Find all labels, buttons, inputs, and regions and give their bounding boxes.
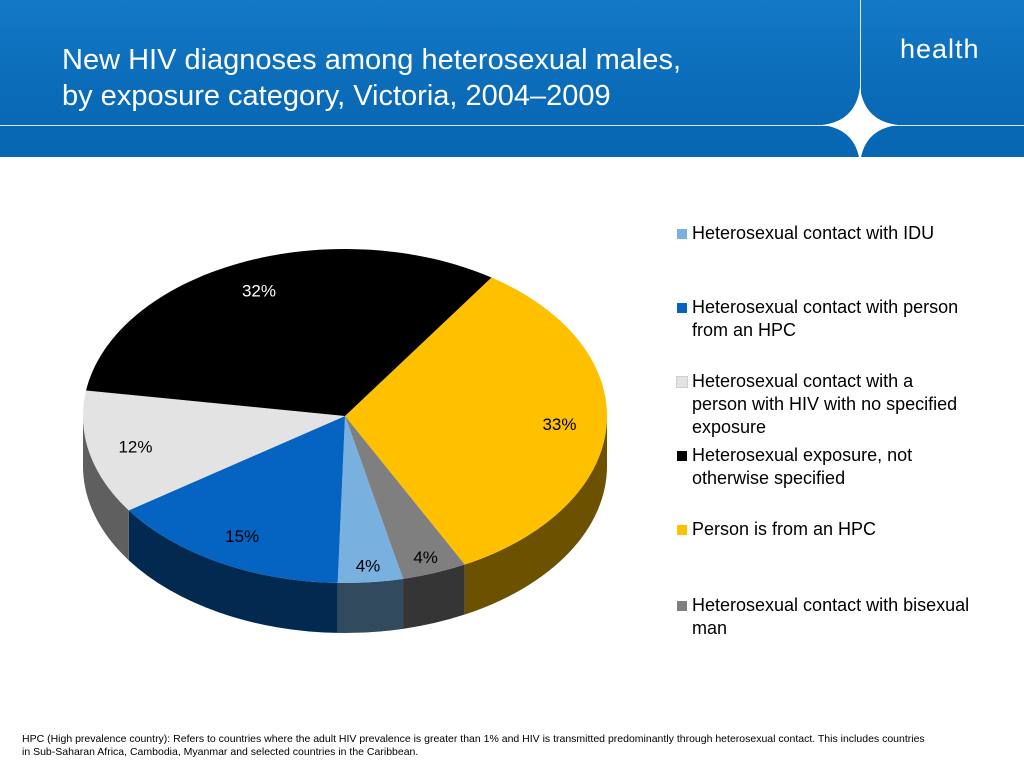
- header-divider-vertical: [860, 0, 861, 157]
- legend-swatch: [677, 229, 687, 239]
- data-label-1: 4%: [413, 548, 438, 567]
- legend-swatch: [677, 303, 687, 313]
- legend-label: Heterosexual contact with bisexual man: [692, 594, 1012, 640]
- legend-label: Person is from an HPC: [692, 518, 1012, 541]
- four-point-star-icon: [822, 87, 898, 157]
- legend-label-line: Person is from an HPC: [692, 519, 877, 539]
- legend-swatch: [677, 525, 687, 535]
- footnote-line-2: in Sub-Saharan Africa, Cambodia, Myanmar…: [22, 746, 419, 758]
- pie-slice-0: [345, 277, 607, 565]
- header-divider-horizontal: [0, 125, 1024, 126]
- pie-side-4: [83, 416, 129, 561]
- data-label-2: 4%: [356, 557, 381, 576]
- legend-label-line: exposure: [692, 417, 767, 437]
- header-banner: New HIV diagnoses among heterosexual mal…: [0, 0, 1024, 157]
- legend-label-line: otherwise specified: [692, 468, 846, 488]
- pie-side-0: [464, 416, 607, 615]
- pie-side-3: [128, 510, 338, 633]
- legend-swatch: [677, 451, 687, 461]
- legend-label: Heterosexual exposure, not otherwise spec…: [692, 444, 1012, 490]
- pie-slice-2: [337, 416, 404, 583]
- data-label-5: 32%: [242, 282, 276, 301]
- pie-slice-3: [128, 416, 345, 583]
- pie-slice-1: [345, 416, 465, 579]
- title-line-2: by exposure category, Victoria, 2004–200…: [62, 80, 611, 112]
- pie-side-2: [337, 578, 404, 633]
- legend-label-line: Heterosexual contact with person: [692, 297, 959, 317]
- title-line-1: New HIV diagnoses among heterosexual mal…: [62, 44, 681, 76]
- footnote: HPC (High prevalence country): Refers to…: [22, 733, 1012, 759]
- legend-label: Heterosexual contact with a person with H…: [692, 370, 1012, 439]
- legend-label-line: Heterosexual contact with bisexual: [692, 595, 970, 615]
- legend-label: Heterosexual contact with person from an …: [692, 296, 1012, 342]
- legend-label-line: Heterosexual exposure, not: [692, 445, 913, 465]
- legend-label-line: man: [692, 618, 728, 638]
- data-label-0: 33%: [542, 415, 576, 434]
- legend-swatch: [676, 376, 688, 388]
- legend-label-line: Heterosexual contact with a: [692, 371, 914, 391]
- data-label-4: 12%: [118, 437, 152, 456]
- legend-label-line: Heterosexual contact with IDU: [692, 223, 935, 243]
- pie-side-1: [403, 564, 465, 629]
- data-label-3: 15%: [225, 527, 259, 546]
- legend-label-line: person with HIV with no specified: [692, 394, 958, 414]
- pie-slice-5: [86, 248, 492, 416]
- legend-label: Heterosexual contact with IDU: [692, 222, 1012, 245]
- pie-chart: 33% 4% 4% 15% 12% 32%: [83, 248, 607, 633]
- brand-logo-text: health: [900, 34, 980, 64]
- legend-swatch: [677, 601, 687, 611]
- legend-label-line: from an HPC: [692, 320, 797, 340]
- footnote-line-1: HPC (High prevalence country): Refers to…: [22, 733, 925, 745]
- pie-slice-4: [83, 390, 346, 511]
- slide-title: New HIV diagnoses among heterosexual mal…: [62, 42, 822, 114]
